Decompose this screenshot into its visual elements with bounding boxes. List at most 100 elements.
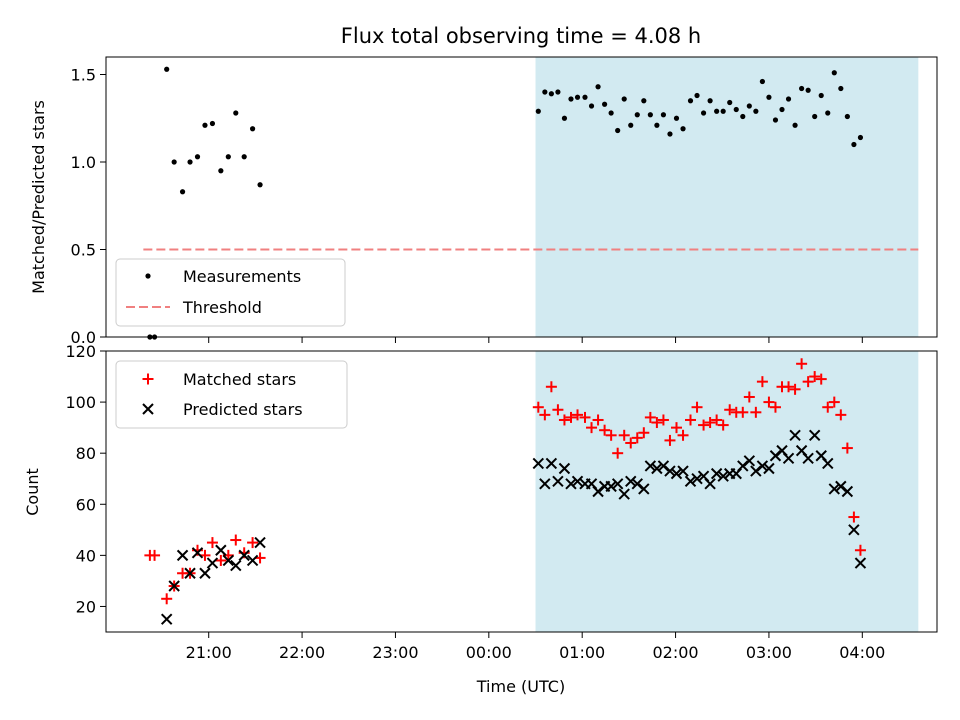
predicted-star-point-b bbox=[835, 480, 847, 493]
bottom-y-tick-label: 120 bbox=[65, 342, 96, 361]
measurement-point bbox=[568, 96, 574, 102]
measurement-point bbox=[634, 112, 640, 118]
matched-star-point bbox=[809, 371, 821, 383]
bottom-y-tick-label: 80 bbox=[76, 444, 96, 463]
matched-star-point bbox=[657, 414, 669, 426]
measurement-point bbox=[766, 94, 772, 100]
predicted-star-point-b bbox=[238, 549, 250, 562]
predicted-star-point-b bbox=[737, 460, 749, 472]
measurement-point bbox=[753, 108, 759, 114]
measurement-point bbox=[535, 108, 541, 114]
measurement-point bbox=[746, 103, 752, 109]
predicted-star-point-b bbox=[756, 460, 769, 472]
predicted-star-point bbox=[571, 475, 584, 487]
predicted-star-point-b bbox=[545, 457, 558, 470]
predicted-star-point bbox=[168, 580, 180, 592]
matched-star-point bbox=[552, 404, 564, 416]
measurement-point bbox=[812, 113, 818, 120]
predicted-star-point bbox=[684, 475, 697, 487]
predicted-star-point bbox=[552, 475, 564, 487]
predicted-star-point bbox=[592, 485, 604, 498]
measurement-point bbox=[241, 154, 247, 160]
legend-measurements-label: Measurements bbox=[183, 267, 301, 286]
matched-star-point bbox=[854, 544, 866, 556]
matched-star-point bbox=[592, 414, 604, 426]
predicted-star-point-b bbox=[631, 478, 643, 490]
matched-star-point bbox=[539, 409, 551, 421]
measurement-point bbox=[667, 131, 673, 137]
predicted-star-point-b bbox=[815, 450, 827, 462]
matched-star-point bbox=[651, 417, 663, 429]
predicted-star-point bbox=[238, 549, 250, 562]
predicted-star-point-b bbox=[532, 457, 545, 470]
matched-star-point bbox=[769, 401, 781, 413]
predicted-star-point-b bbox=[230, 559, 242, 572]
predicted-star-point bbox=[651, 462, 663, 475]
predicted-star-point-b bbox=[168, 580, 180, 592]
bottom-legend-box bbox=[115, 360, 348, 429]
measurement-point bbox=[628, 122, 634, 128]
measurement-point bbox=[249, 126, 256, 132]
measurement-point bbox=[740, 113, 746, 120]
top-y-axis-label: Matched/Predicted stars bbox=[29, 100, 48, 294]
top-y-tick-label: 0.5 bbox=[71, 241, 96, 260]
predicted-star-point-b bbox=[611, 478, 624, 490]
measurement-point bbox=[660, 112, 667, 118]
matched-star-point bbox=[230, 534, 242, 546]
bottom-y-axis-label: Count bbox=[23, 468, 42, 516]
measurement-point bbox=[851, 141, 857, 148]
matched-star-point bbox=[599, 424, 611, 436]
measurement-point bbox=[555, 89, 561, 95]
predicted-star-point bbox=[717, 470, 729, 482]
measurement-point bbox=[257, 182, 263, 188]
measurement-point bbox=[164, 66, 170, 72]
bottom-observing-span bbox=[535, 351, 919, 632]
measurement-point bbox=[171, 159, 177, 165]
x-axis-label: Time (UTC) bbox=[476, 677, 565, 696]
predicted-star-point-b bbox=[802, 452, 814, 464]
matched-star-point bbox=[161, 593, 173, 605]
predicted-star-point bbox=[841, 485, 854, 498]
predicted-star-point bbox=[246, 554, 259, 567]
predicted-star-point bbox=[644, 460, 657, 472]
x-tick-label: 01:00 bbox=[559, 643, 605, 662]
matched-star-point bbox=[206, 537, 218, 549]
measurement-point bbox=[218, 168, 224, 174]
predicted-star-point bbox=[670, 467, 683, 480]
predicted-star-point-b bbox=[670, 467, 683, 480]
predicted-star-point bbox=[254, 536, 266, 549]
measurement-point bbox=[687, 98, 694, 104]
predicted-star-point-b bbox=[191, 547, 204, 559]
legend-matched-marker bbox=[142, 373, 154, 385]
measurement-point bbox=[608, 110, 614, 116]
measurement-point bbox=[225, 154, 231, 160]
predicted-star-point bbox=[677, 465, 689, 477]
predicted-star-point bbox=[611, 478, 624, 490]
matched-star-point bbox=[638, 427, 650, 439]
legend-matched-label: Matched stars bbox=[183, 370, 296, 389]
measurement-point bbox=[233, 110, 239, 116]
predicted-star-point-b bbox=[558, 462, 571, 475]
predicted-star-point-b bbox=[750, 465, 762, 477]
predicted-star-point-b bbox=[592, 485, 604, 498]
legend-threshold-label: Threshold bbox=[182, 298, 262, 317]
measurement-point bbox=[595, 84, 601, 90]
predicted-star-point-b bbox=[789, 429, 801, 442]
top-axes-frame bbox=[105, 56, 938, 338]
predicted-star-point-b bbox=[776, 444, 788, 457]
measurement-point bbox=[844, 113, 850, 120]
predicted-star-point-b bbox=[199, 567, 211, 579]
matched-star-point bbox=[802, 376, 814, 388]
measurement-point bbox=[194, 154, 201, 160]
matched-star-point bbox=[783, 381, 795, 393]
matched-star-point bbox=[677, 429, 689, 441]
matched-star-point bbox=[717, 419, 729, 431]
measurement-point bbox=[561, 115, 568, 121]
predicted-star-point-b bbox=[691, 473, 703, 485]
matched-star-point bbox=[691, 401, 703, 413]
bottom-y-tick-label: 20 bbox=[76, 597, 96, 616]
predicted-star-point bbox=[160, 613, 173, 625]
predicted-star-point bbox=[704, 478, 716, 490]
matched-star-point bbox=[724, 404, 736, 416]
predicted-star-point-b bbox=[822, 457, 834, 470]
